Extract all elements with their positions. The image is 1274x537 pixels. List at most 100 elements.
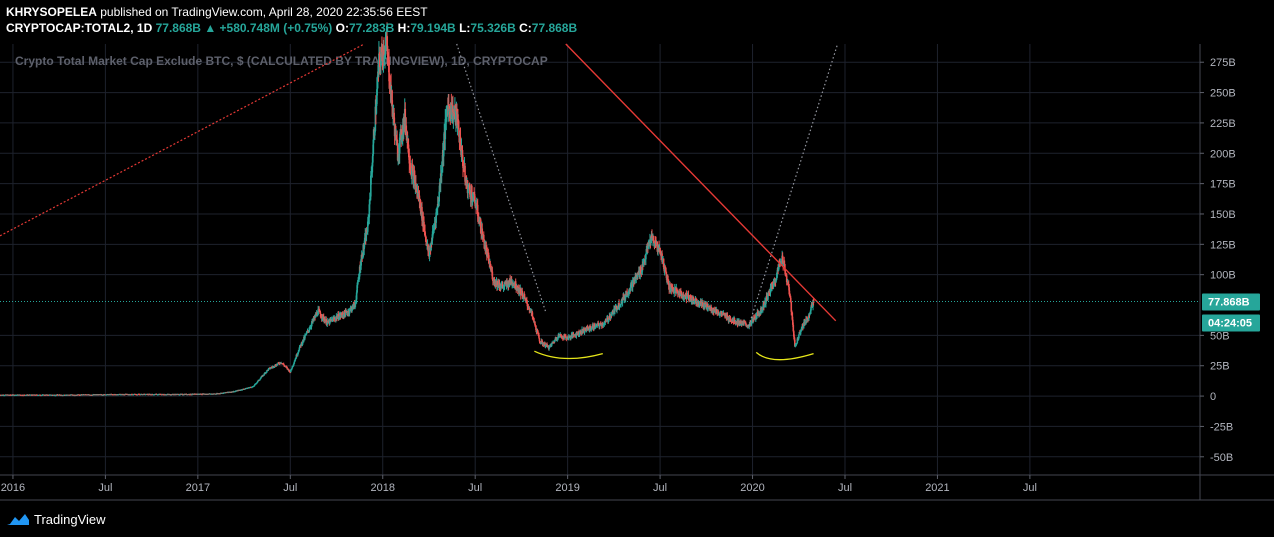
- candle[interactable]: [386, 35, 388, 46]
- candle[interactable]: [753, 316, 756, 320]
- candle[interactable]: [618, 306, 621, 308]
- candle[interactable]: [287, 369, 290, 371]
- candle[interactable]: [312, 318, 314, 322]
- candle[interactable]: [789, 297, 792, 302]
- candle[interactable]: [309, 327, 311, 330]
- candle[interactable]: [603, 324, 605, 326]
- candle[interactable]: [343, 311, 345, 317]
- candle[interactable]: [326, 322, 329, 325]
- candle[interactable]: [294, 358, 297, 361]
- candle[interactable]: [190, 393, 192, 395]
- candle[interactable]: [537, 331, 539, 334]
- candle[interactable]: [541, 341, 544, 345]
- candle[interactable]: [488, 255, 490, 264]
- candle[interactable]: [179, 394, 181, 396]
- candle[interactable]: [801, 326, 803, 329]
- candle[interactable]: [561, 336, 564, 339]
- candle[interactable]: [687, 294, 690, 297]
- candle[interactable]: [383, 49, 385, 59]
- candle[interactable]: [655, 242, 657, 245]
- candle[interactable]: [553, 340, 556, 343]
- candle[interactable]: [489, 263, 492, 268]
- candle[interactable]: [351, 308, 353, 311]
- candle[interactable]: [697, 302, 699, 304]
- candle[interactable]: [738, 320, 741, 325]
- candle[interactable]: [444, 118, 447, 140]
- candle[interactable]: [523, 295, 526, 297]
- candle[interactable]: [354, 302, 357, 305]
- tradingview-brand[interactable]: TradingView: [34, 511, 106, 527]
- candle[interactable]: [726, 315, 729, 320]
- candle[interactable]: [371, 162, 374, 173]
- candle[interactable]: [358, 276, 360, 278]
- candle[interactable]: [295, 358, 297, 360]
- candle[interactable]: [276, 364, 278, 366]
- candle[interactable]: [279, 362, 282, 364]
- candle[interactable]: [416, 192, 419, 194]
- candle[interactable]: [413, 173, 416, 176]
- candle[interactable]: [397, 157, 399, 161]
- candle[interactable]: [488, 263, 491, 265]
- candle[interactable]: [299, 345, 301, 348]
- candle[interactable]: [470, 190, 472, 199]
- candle[interactable]: [679, 291, 682, 297]
- candle[interactable]: [748, 322, 751, 325]
- candle[interactable]: [374, 106, 377, 131]
- candle[interactable]: [686, 296, 688, 300]
- candle[interactable]: [602, 323, 604, 326]
- candle[interactable]: [796, 342, 798, 344]
- candle[interactable]: [282, 363, 285, 365]
- candle[interactable]: [448, 105, 451, 111]
- candle[interactable]: [297, 351, 300, 353]
- candle[interactable]: [532, 317, 535, 319]
- candle[interactable]: [663, 266, 666, 271]
- candle[interactable]: [661, 253, 663, 263]
- candle[interactable]: [361, 256, 364, 259]
- candle[interactable]: [574, 335, 576, 337]
- candle[interactable]: [506, 282, 508, 284]
- candle[interactable]: [276, 363, 279, 365]
- candle[interactable]: [638, 270, 641, 276]
- candle[interactable]: [501, 284, 504, 287]
- candle[interactable]: [598, 324, 601, 327]
- candle[interactable]: [665, 271, 667, 274]
- candle[interactable]: [590, 328, 593, 330]
- candle[interactable]: [296, 354, 299, 356]
- candle[interactable]: [619, 304, 621, 307]
- candle[interactable]: [427, 244, 429, 252]
- candle[interactable]: [292, 364, 295, 367]
- candle[interactable]: [619, 304, 622, 306]
- candle[interactable]: [408, 157, 411, 164]
- candle[interactable]: [257, 380, 259, 382]
- candle[interactable]: [557, 335, 560, 338]
- candle[interactable]: [365, 230, 368, 241]
- candle[interactable]: [702, 303, 704, 308]
- candle[interactable]: [787, 281, 790, 285]
- candle[interactable]: [259, 379, 261, 381]
- candle[interactable]: [567, 338, 570, 340]
- candle[interactable]: [594, 327, 597, 329]
- candle[interactable]: [772, 283, 775, 287]
- candle[interactable]: [310, 323, 313, 327]
- candle[interactable]: [445, 112, 448, 119]
- candle[interactable]: [734, 322, 736, 324]
- candle[interactable]: [321, 318, 323, 320]
- candle[interactable]: [640, 273, 643, 275]
- candle[interactable]: [416, 185, 418, 193]
- candle[interactable]: [694, 300, 696, 302]
- candle[interactable]: [400, 139, 403, 141]
- candle[interactable]: [800, 328, 803, 332]
- candle[interactable]: [465, 179, 467, 184]
- candle[interactable]: [460, 145, 463, 155]
- candle[interactable]: [612, 310, 614, 312]
- candle[interactable]: [265, 371, 268, 373]
- candle[interactable]: [529, 310, 532, 312]
- candle[interactable]: [344, 311, 347, 317]
- candles[interactable]: [0, 22, 815, 397]
- candle[interactable]: [388, 60, 390, 82]
- candle[interactable]: [526, 303, 529, 307]
- candle[interactable]: [628, 291, 630, 293]
- candle[interactable]: [295, 354, 298, 359]
- candle[interactable]: [323, 319, 326, 323]
- candle[interactable]: [380, 47, 383, 58]
